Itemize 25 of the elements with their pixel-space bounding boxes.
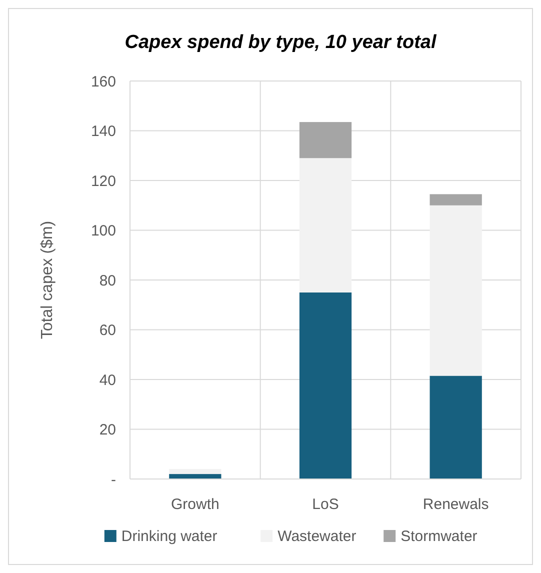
bar [169, 469, 222, 474]
bar [299, 122, 352, 158]
y-tick-label: 80 [99, 272, 116, 290]
bar [299, 158, 352, 292]
x-tick-label: LoS [312, 496, 339, 513]
y-tick-label: 60 [99, 322, 116, 339]
legend-label: Stormwater [400, 528, 478, 545]
y-tick-label: 100 [90, 222, 116, 240]
y-tick-label: 160 [90, 73, 116, 90]
bar [430, 205, 482, 376]
x-tick-label: Renewals [422, 496, 489, 513]
y-tick-label: 40 [99, 372, 116, 389]
y-tick-label: 20 [99, 422, 116, 438]
chart-title: Capex spend by type, 10 year total [124, 32, 437, 53]
bar [430, 376, 482, 479]
y-tick-label: 120 [90, 172, 116, 190]
legend-label: Wastewater [278, 528, 356, 545]
bar [169, 474, 222, 479]
bar [430, 194, 482, 206]
x-tick-label: Growth [170, 496, 220, 513]
legend-label: Drinking water [121, 528, 218, 545]
y-tick-label: 140 [90, 123, 116, 140]
y-tick-label: - [111, 471, 116, 488]
y-axis-title: Total capex ($m) [39, 220, 56, 340]
bar [299, 292, 352, 479]
